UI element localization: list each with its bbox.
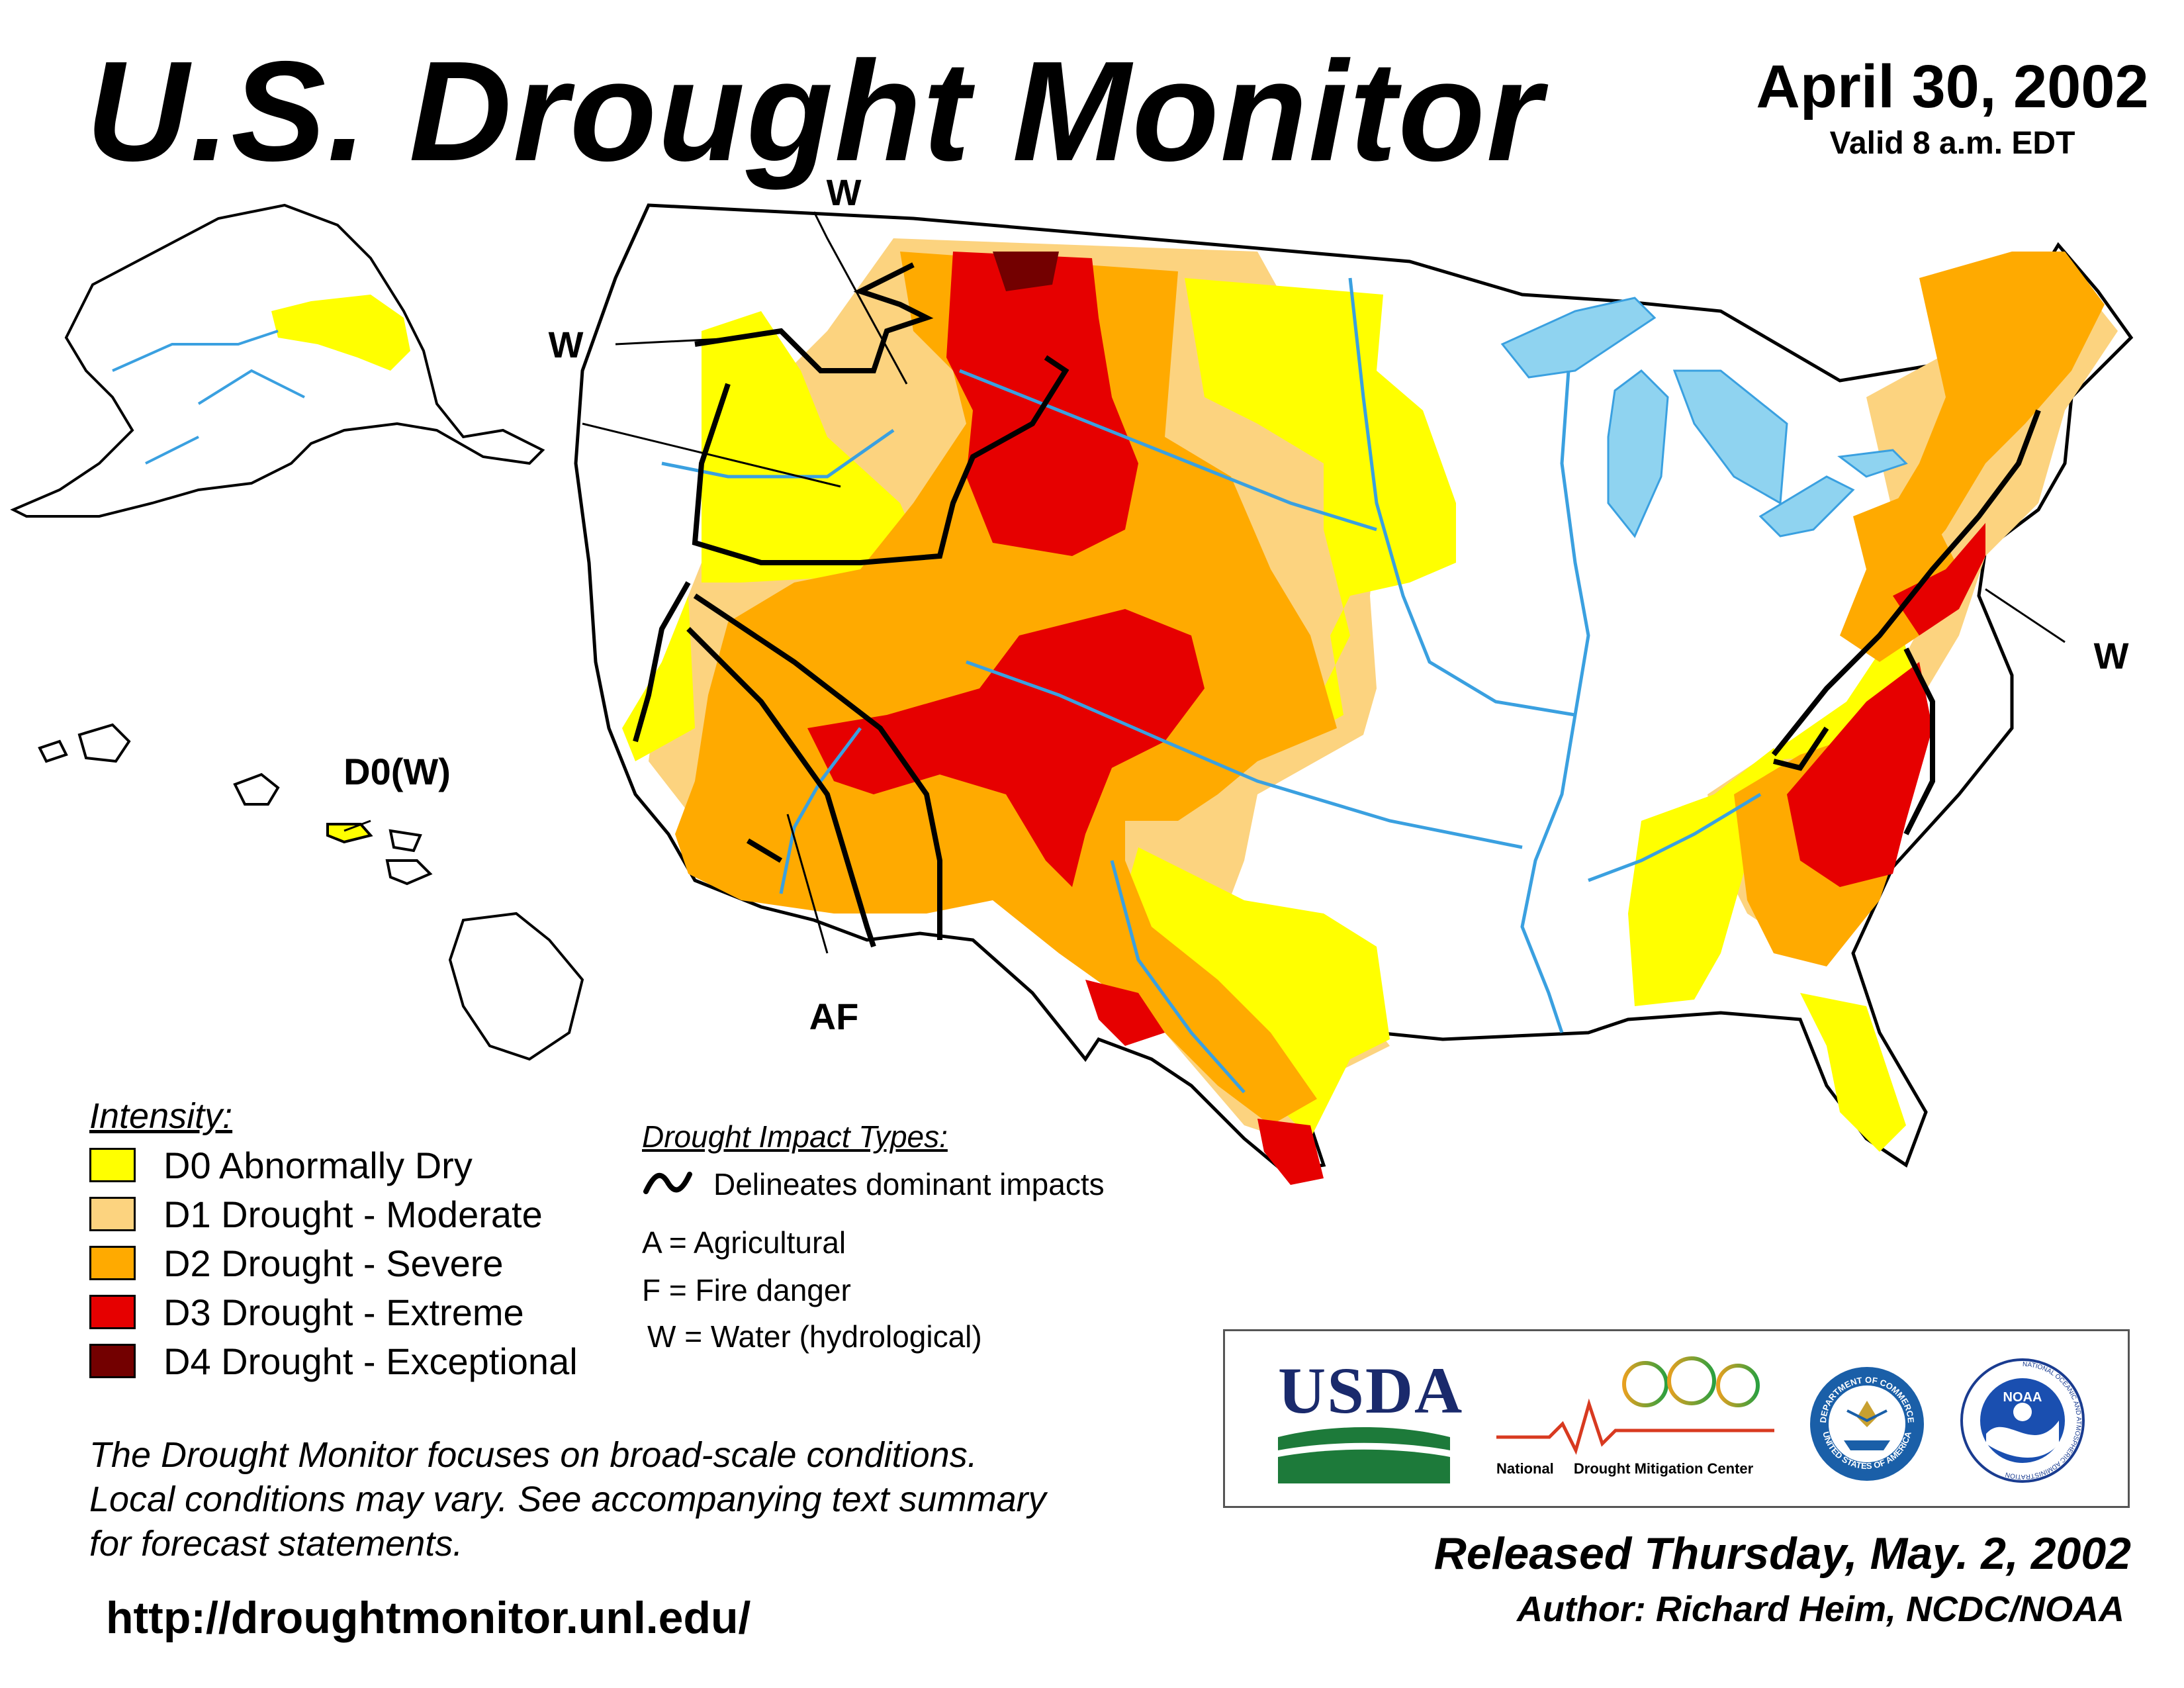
legend-item-d0: D0 Abnormally Dry [89,1144,473,1186]
legend-swatch-d3 [89,1295,136,1329]
ndmc-label-center: Drought Mitigation Center [1573,1460,1754,1477]
partner-logos: USDA National Drought Mitigation Cente [1223,1329,2130,1508]
website-url[interactable]: http://droughtmonitor.unl.edu/ [106,1593,751,1643]
hawaii-d0 [326,823,373,844]
drought-d4-area [993,252,1059,291]
usda-logo-text: USDA [1278,1354,1464,1427]
legend-label-d2: D2 Drought - Severe [163,1242,504,1284]
legend-swatch-d0 [89,1148,136,1182]
note-line-3: for forecast statements. [89,1524,463,1564]
noaa-logo-icon: NOAA NATIONAL OCEANIC AND ATMOSPHERIC AD… [1960,1358,2085,1483]
note-line-2: Local conditions may vary. See accompany… [89,1479,1046,1519]
impact-agricultural: A = Agricultural [642,1225,846,1260]
note-line-1: The Drought Monitor focuses on broad-sca… [89,1435,978,1475]
usda-logo: USDA [1278,1354,1464,1490]
hawaii [38,723,584,1061]
label-leaders [343,211,2066,954]
impact-line-icon [643,1172,692,1194]
disclaimer-note: The Drought Monitor focuses on broad-sca… [89,1433,1214,1566]
usda-fields-icon [1278,1427,1450,1483]
impact-water: W = Water (hydrological) [647,1319,982,1354]
rivers [661,277,1762,1094]
legend-item-d1: D1 Drought - Moderate [89,1193,543,1235]
legend-label-d1: D1 Drought - Moderate [163,1193,543,1235]
map-date: April 30, 2002 [1756,53,2149,120]
ndmc-trees-icon [1496,1356,1774,1455]
label-w-oregon: W [549,324,584,365]
noaa-logo-text: NOAA [2003,1390,2042,1405]
label-af: AF [809,996,859,1037]
legend-label-d0: D0 Abnormally Dry [163,1144,473,1186]
legend-swatch-d4 [89,1344,136,1378]
legend-item-d4: D4 Drought - Exceptional [89,1340,578,1382]
legend-item-d2: D2 Drought - Severe [89,1242,504,1284]
doc-seal-icon: DEPARTMENT OF COMMERCE UNITED STATES OF … [1810,1367,1924,1481]
legend-title: Intensity: [89,1096,233,1136]
impact-delineates: Delineates dominant impacts [713,1167,1105,1201]
label-w-northeast: W [2094,635,2129,677]
impact-fire: F = Fire danger [642,1273,851,1307]
legend-label-d4: D4 Drought - Exceptional [163,1340,578,1382]
great-lakes [1500,297,1908,538]
drought-map: W W AF W D0(W) [10,171,2134,1185]
label-w-montana: W [827,171,862,213]
legend-swatch-d2 [89,1246,136,1280]
release-date: Released Thursday, May. 2, 2002 [1433,1528,2131,1579]
valid-time: Valid 8 a.m. EDT [1829,126,2075,161]
label-hawaii: D0(W) [343,751,451,792]
legend-item-d3: D3 Drought - Extreme [89,1291,524,1333]
impact-types-title: Drought Impact Types: [642,1119,948,1154]
ndmc-label-national: National [1496,1460,1554,1477]
legend-label-d3: D3 Drought - Extreme [163,1291,524,1333]
impact-boundaries [633,262,2041,948]
author: Author: Richard Heim, NCDC/NOAA [1516,1589,2124,1629]
alaska-d0 [271,295,410,371]
alaska [10,203,545,518]
legend-swatch-d1 [89,1197,136,1231]
map-title: U.S. Drought Monitor [86,31,1543,191]
ndmc-logo: National Drought Mitigation Center [1496,1351,1774,1497]
